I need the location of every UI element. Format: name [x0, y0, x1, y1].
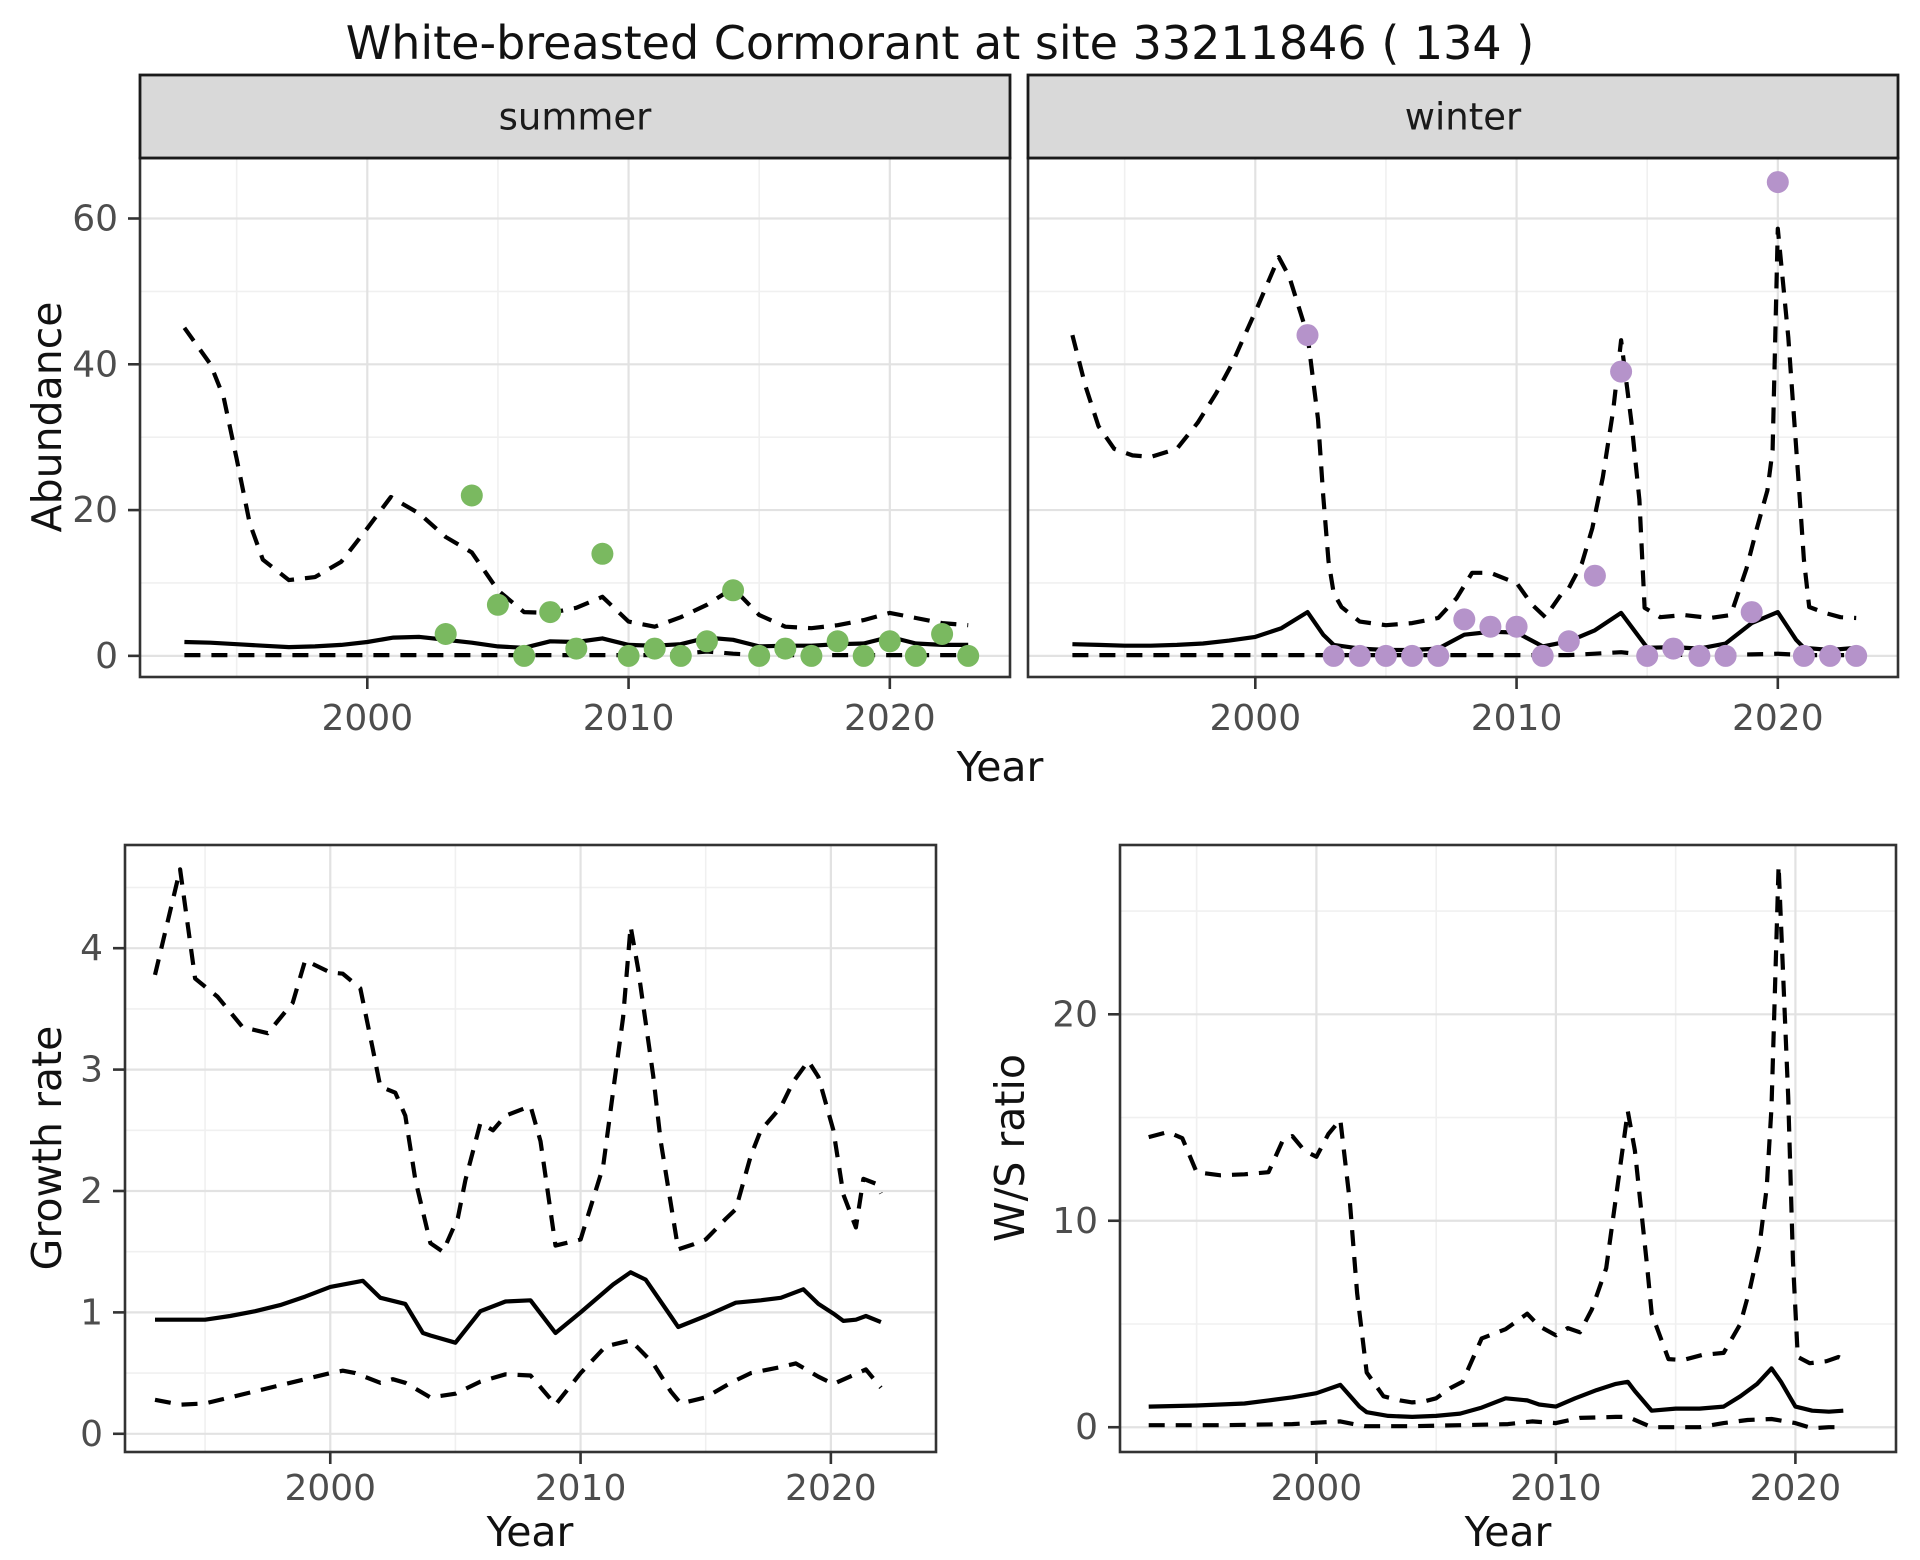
series-upper_ci-abundance-winter — [1070, 226, 1857, 628]
panel-bg-ws-ratio — [1120, 845, 1896, 1452]
y-tick-label: 0 — [1075, 1407, 1098, 1448]
y-tick-label: 20 — [72, 490, 118, 531]
data-point-summer — [931, 623, 954, 645]
data-point-winter — [1610, 360, 1633, 383]
data-point-summer — [591, 542, 614, 565]
data-point-winter — [1531, 644, 1554, 667]
panel-bg-abundance-winter — [1028, 158, 1898, 677]
x-tick-label: 2010 — [1471, 698, 1563, 739]
series-upper_ci-ws-ratio — [1148, 863, 1845, 1405]
x-tick-label: 2000 — [1271, 1468, 1363, 1509]
y-tick-label: 2 — [80, 1171, 103, 1212]
x-tick-label: 2000 — [284, 1468, 376, 1509]
data-point-winter — [1819, 644, 1842, 667]
data-point-summer — [904, 644, 927, 667]
data-point-summer — [643, 637, 666, 660]
series-lower_ci-growth-rate — [154, 1338, 883, 1407]
series-median-abundance-winter — [1072, 610, 1857, 653]
data-point-winter — [1662, 637, 1685, 660]
data-point-winter — [1348, 644, 1371, 667]
data-point-summer — [460, 484, 483, 507]
y-tick-label: 0 — [80, 1414, 103, 1455]
y-tick-label: 20 — [1052, 994, 1098, 1035]
data-point-summer — [695, 630, 718, 653]
x-tick-label: 2000 — [321, 698, 413, 739]
data-point-summer — [513, 644, 536, 667]
data-point-winter — [1505, 615, 1528, 638]
x-tick-label: 2020 — [1732, 698, 1824, 739]
data-point-summer — [486, 593, 509, 616]
y-tick-label: 60 — [72, 199, 118, 240]
data-point-summer — [565, 637, 588, 660]
data-point-winter — [1427, 644, 1450, 667]
x-tick-label: 2020 — [785, 1468, 877, 1509]
data-point-summer — [722, 579, 745, 602]
facet-strip-winter — [1026, 73, 1900, 160]
x-axis-title-year-top: Year — [956, 743, 1044, 791]
data-point-winter — [1766, 171, 1789, 194]
x-tick-label: 2010 — [1510, 1468, 1602, 1509]
data-point-summer — [878, 630, 901, 653]
y-axis-title-abundance: Abundance — [23, 301, 71, 533]
data-point-winter — [1453, 608, 1476, 631]
y-tick-label: 0 — [95, 636, 118, 677]
x-tick-label: 2000 — [1209, 698, 1301, 739]
data-point-summer — [669, 644, 692, 667]
series-lower_ci-ws-ratio — [1148, 1414, 1844, 1431]
y-axis-title-growth-rate: Growth rate — [23, 1025, 71, 1271]
series-median-ws-ratio — [1148, 1366, 1844, 1419]
data-point-winter — [1740, 601, 1763, 624]
data-point-winter — [1792, 644, 1815, 667]
chart-title: White-breasted Cormorant at site 3321184… — [345, 16, 1535, 70]
data-point-winter — [1479, 615, 1502, 638]
series-median-growth-rate — [155, 1270, 882, 1345]
data-point-summer — [617, 644, 640, 667]
data-point-winter — [1322, 644, 1345, 667]
data-point-winter — [1557, 630, 1580, 653]
panel-border-growth-rate — [123, 843, 938, 1454]
panel-bg-abundance-summer — [140, 158, 1010, 677]
x-tick-label: 2010 — [535, 1468, 627, 1509]
data-point-winter — [1583, 564, 1606, 587]
x-axis-title-year-bottom-right: Year — [1464, 1508, 1552, 1556]
x-tick-label: 2020 — [844, 698, 936, 739]
y-axis-title-ws-ratio: W/S ratio — [986, 1054, 1034, 1242]
series-upper_ci-growth-rate — [152, 867, 883, 1254]
data-point-summer — [957, 644, 980, 667]
panel-bg-growth-rate — [125, 845, 936, 1452]
x-axis-title-year-bottom-left: Year — [486, 1508, 574, 1556]
data-point-winter — [1714, 644, 1737, 667]
panel-border-ws-ratio — [1118, 843, 1898, 1454]
y-tick-label: 40 — [72, 344, 118, 385]
data-point-summer — [774, 637, 797, 660]
data-point-winter — [1845, 644, 1868, 667]
y-tick-label: 3 — [80, 1050, 103, 1091]
facet-strip-label-winter: winter — [1404, 95, 1522, 139]
data-point-summer — [826, 630, 849, 653]
data-point-summer — [434, 623, 457, 645]
data-point-winter — [1688, 644, 1711, 667]
data-point-summer — [748, 644, 771, 667]
x-tick-label: 2020 — [1750, 1468, 1842, 1509]
y-tick-label: 10 — [1052, 1201, 1098, 1242]
data-point-winter — [1401, 644, 1424, 667]
data-point-summer — [852, 644, 875, 667]
data-point-winter — [1296, 324, 1319, 347]
data-point-summer — [539, 601, 562, 624]
facet-strip-label-summer: summer — [498, 95, 652, 139]
data-point-winter — [1374, 644, 1397, 667]
y-tick-label: 4 — [80, 928, 103, 969]
data-point-winter — [1636, 644, 1659, 667]
data-point-summer — [800, 644, 823, 667]
y-tick-label: 1 — [80, 1292, 103, 1333]
facet-strip-summer — [138, 73, 1012, 160]
x-tick-label: 2010 — [583, 698, 675, 739]
